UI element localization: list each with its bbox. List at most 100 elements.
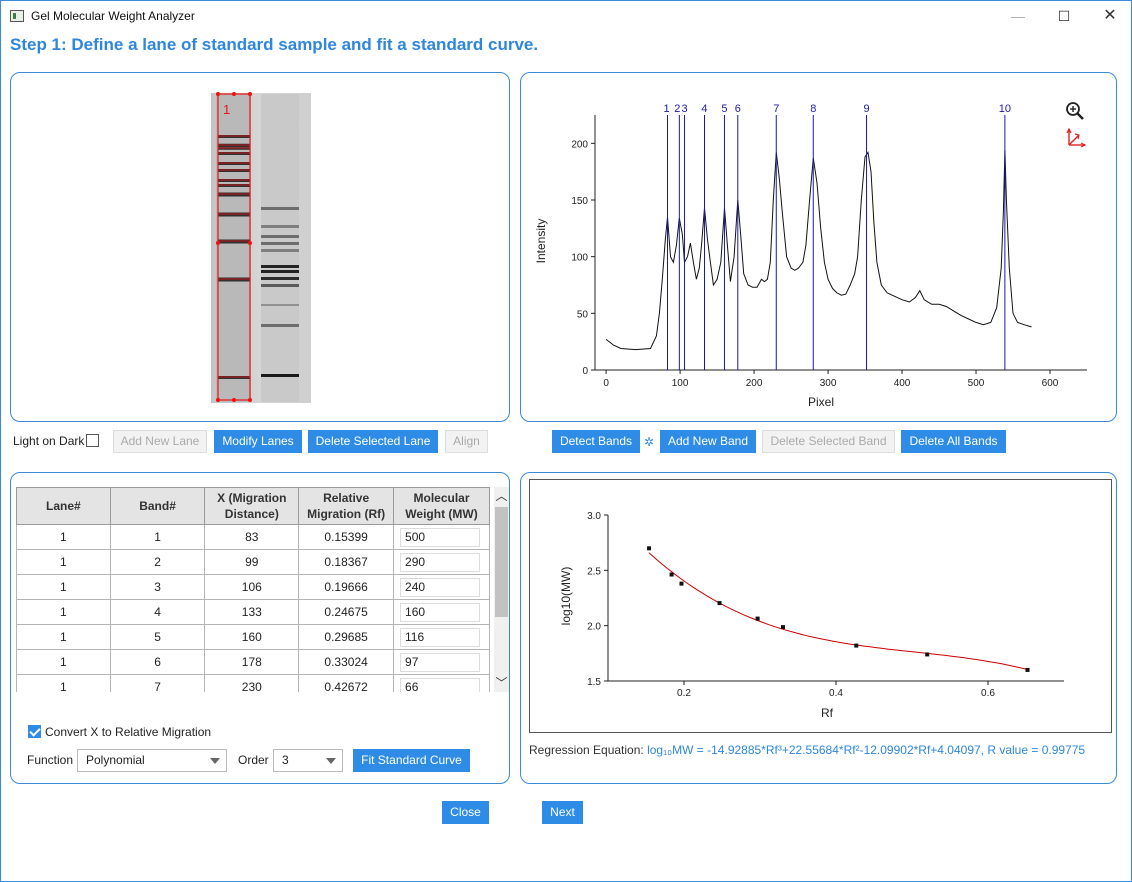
close-button[interactable]: Close <box>442 801 489 824</box>
lane-handles[interactable] <box>216 92 252 402</box>
function-select[interactable]: Polynomial <box>77 749 227 772</box>
fit-data-point <box>669 572 674 577</box>
cell-x: 83 <box>204 524 300 550</box>
fit-data-point <box>679 581 684 586</box>
lane-handle[interactable] <box>248 398 252 402</box>
mw-input[interactable]: 160 <box>400 602 481 622</box>
cell-mw[interactable]: 160 <box>393 599 490 625</box>
table-row[interactable]: 1 5 160 0.29685 116 <box>16 624 490 650</box>
lane-handle[interactable] <box>216 92 220 96</box>
gel-band <box>261 284 299 287</box>
cell-x: 178 <box>204 649 300 675</box>
column-header-band[interactable]: Band# <box>109 487 206 525</box>
cell-x: 133 <box>204 599 300 625</box>
lane-handle[interactable] <box>216 398 220 402</box>
gel-band <box>218 277 250 282</box>
maximize-button[interactable]: ☐ <box>1057 8 1071 24</box>
detect-bands-button[interactable]: Detect Bands <box>552 430 640 453</box>
fit-y-tick-label: 2.5 <box>587 566 601 577</box>
column-header-mw[interactable]: Molecular Weight (MW) <box>393 487 490 525</box>
gel-band <box>218 376 250 379</box>
app-icon <box>10 10 24 22</box>
gel-image-panel: 1 <box>10 72 510 422</box>
cell-rf: 0.18367 <box>298 549 395 575</box>
modify-lanes-button[interactable]: Modify Lanes <box>214 430 302 453</box>
column-header-rf[interactable]: Relative Migration (Rf) <box>298 487 395 525</box>
fit-standard-curve-button[interactable]: Fit Standard Curve <box>353 749 470 772</box>
fit-data-point <box>854 643 859 648</box>
delete-all-bands-button[interactable]: Delete All Bands <box>901 430 1006 453</box>
cell-mw[interactable]: 290 <box>393 549 490 575</box>
lane-handle[interactable] <box>232 398 236 402</box>
cell-mw[interactable]: 116 <box>393 624 490 650</box>
gel-band <box>218 152 250 155</box>
scroll-down-icon[interactable]: ﹀ <box>495 676 508 690</box>
delete-selected-band-button[interactable]: Delete Selected Band <box>762 430 895 453</box>
cell-mw[interactable]: 240 <box>393 574 490 600</box>
mw-input[interactable]: 290 <box>400 552 481 572</box>
gel-band <box>261 374 299 377</box>
lane-handle[interactable] <box>248 241 252 245</box>
convert-relative-migration-label: Convert X to Relative Migration <box>45 725 212 739</box>
minimize-button[interactable]: — <box>1011 8 1025 24</box>
band-table: Lane# Band# X (Migration Distance) Relat… <box>16 487 490 692</box>
table-scrollbar[interactable]: ︿ ﹀ <box>494 487 509 692</box>
table-row[interactable]: 1 1 83 0.15399 500 <box>16 524 490 550</box>
profile-x-tick-label: 200 <box>746 378 763 389</box>
standard-curve-chart[interactable]: 0.2 0.4 0.6 1.5 2.0 2.5 3.0 Rf log10(MW) <box>530 480 1111 732</box>
cell-band: 5 <box>109 624 206 650</box>
order-select[interactable]: 3 <box>273 749 343 772</box>
band-markers[interactable]: 1 2 3 4 5 6 7 8 9 10 <box>663 103 1011 370</box>
zoom-icon[interactable] <box>1066 102 1084 120</box>
cell-lane: 1 <box>16 624 111 650</box>
table-row[interactable]: 1 6 178 0.33024 97 <box>16 649 490 675</box>
cell-band: 4 <box>109 599 206 625</box>
fit-x-tick-label: 0.4 <box>829 688 843 699</box>
function-label: Function <box>27 753 74 767</box>
close-window-button[interactable]: ✕ <box>1103 7 1117 24</box>
next-button[interactable]: Next <box>542 801 583 824</box>
mw-input[interactable]: 500 <box>400 527 481 547</box>
cell-lane: 1 <box>16 524 111 550</box>
profile-x-tick-label: 300 <box>820 378 837 389</box>
light-on-dark-checkbox[interactable] <box>86 434 99 447</box>
column-header-lane[interactable]: Lane# <box>16 487 111 525</box>
cell-band: 7 <box>109 674 206 692</box>
standard-lane-bands <box>218 135 250 379</box>
scrollbar-thumb[interactable] <box>495 507 508 617</box>
gel-band <box>261 242 299 245</box>
column-header-x[interactable]: X (Migration Distance) <box>204 487 300 525</box>
convert-relative-migration-checkbox[interactable] <box>28 725 41 738</box>
band-table-viewport: Lane# Band# X (Migration Distance) Relat… <box>16 487 490 692</box>
gel-band <box>261 270 299 273</box>
gel-image[interactable]: 1 <box>11 73 511 423</box>
table-row[interactable]: 1 4 133 0.24675 160 <box>16 599 490 625</box>
table-row[interactable]: 1 3 106 0.19666 240 <box>16 574 490 600</box>
cell-band: 1 <box>109 524 206 550</box>
profile-x-label: Pixel <box>808 395 834 409</box>
add-new-lane-button[interactable]: Add New Lane <box>113 430 207 453</box>
delete-selected-lane-button[interactable]: Delete Selected Lane <box>308 430 438 453</box>
mw-input[interactable]: 116 <box>400 627 481 647</box>
lane-handle[interactable] <box>216 241 220 245</box>
scroll-up-icon[interactable]: ︿ <box>495 489 508 503</box>
function-select-value: Polynomial <box>86 753 145 767</box>
table-row[interactable]: 1 7 230 0.42672 66 <box>16 674 490 692</box>
add-new-band-button[interactable]: Add New Band <box>660 430 756 453</box>
gear-icon[interactable]: ✲ <box>644 435 655 449</box>
mw-input[interactable]: 66 <box>400 677 481 692</box>
cell-mw[interactable]: 97 <box>393 649 490 675</box>
rescale-axes-icon[interactable] <box>1066 127 1087 148</box>
mw-input[interactable]: 97 <box>400 652 481 672</box>
align-button[interactable]: Align <box>445 430 488 453</box>
cell-mw[interactable]: 500 <box>393 524 490 550</box>
band-number-label: 8 <box>810 103 816 115</box>
fit-data-points <box>647 546 1030 672</box>
lane-handle[interactable] <box>248 92 252 96</box>
mw-input[interactable]: 240 <box>400 577 481 597</box>
cell-mw[interactable]: 66 <box>393 674 490 692</box>
table-row[interactable]: 1 2 99 0.18367 290 <box>16 549 490 575</box>
lane-handle[interactable] <box>232 92 236 96</box>
gel-band <box>218 192 250 197</box>
